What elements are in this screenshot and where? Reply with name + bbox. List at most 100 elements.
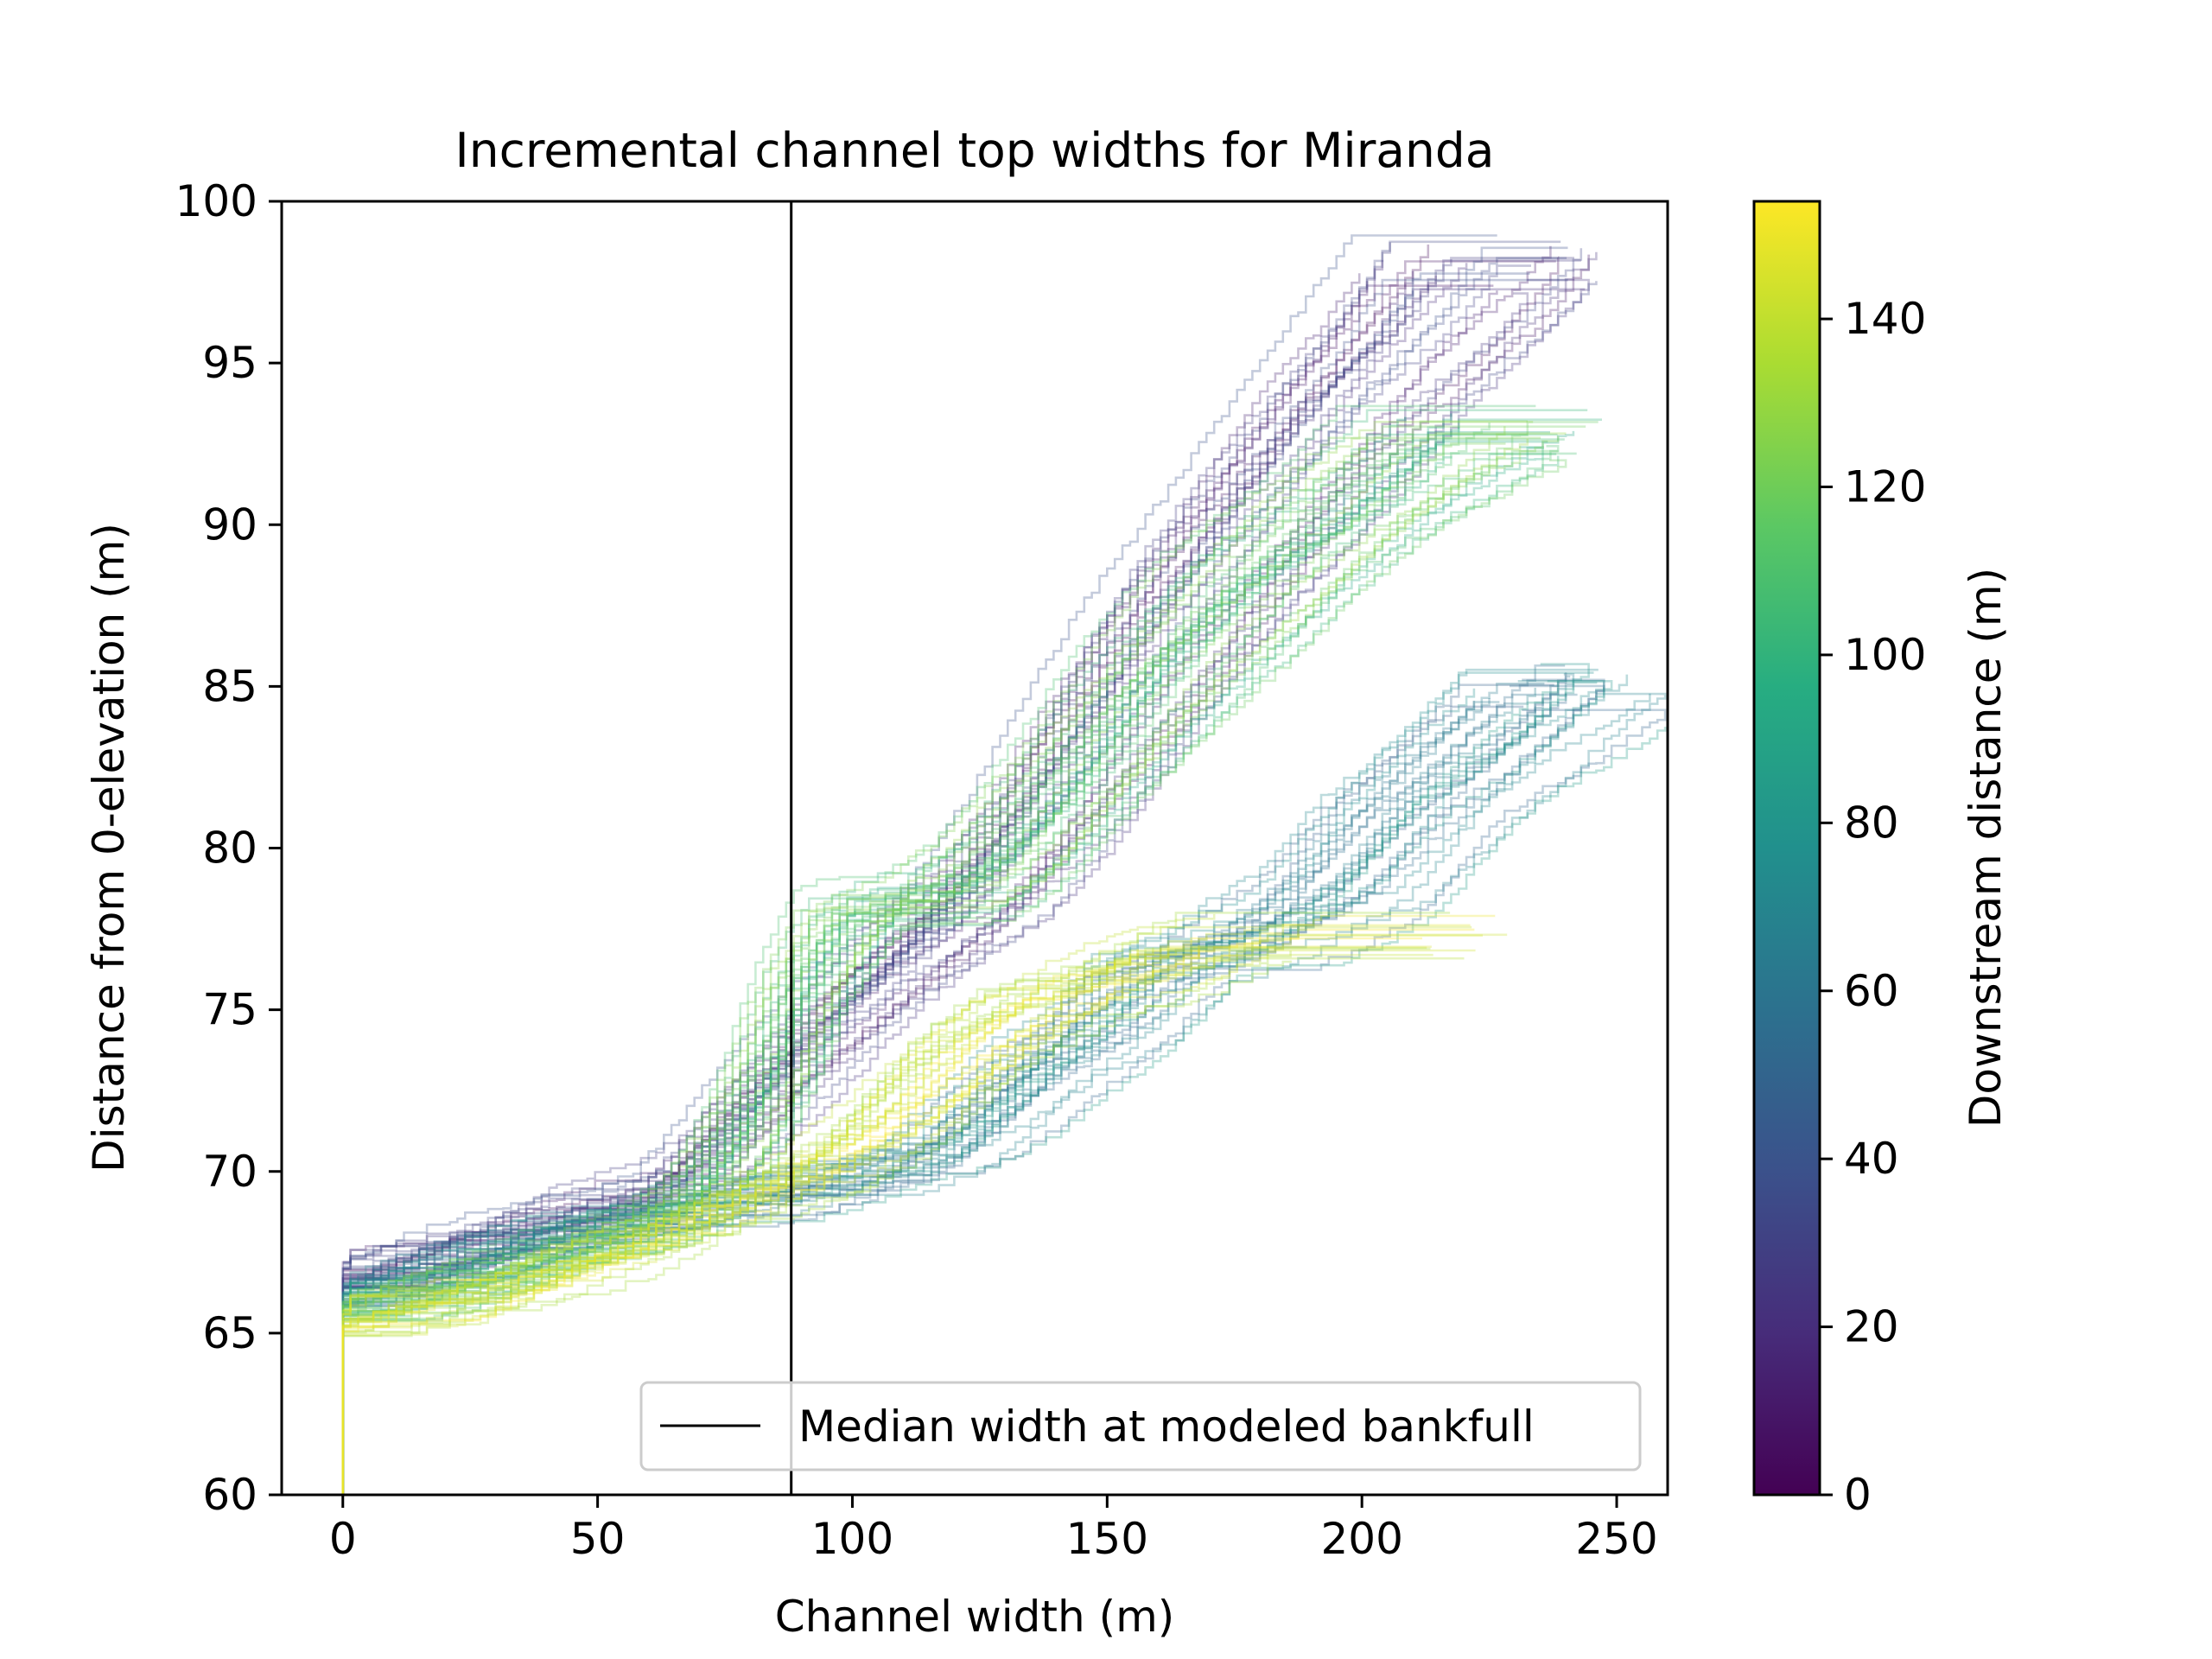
series-line (341, 928, 1475, 1495)
series-line (342, 701, 1500, 1309)
series-line (341, 679, 1613, 1495)
series-line (342, 433, 1529, 1314)
y-tick-label: 70 (202, 1147, 257, 1197)
y-tick-label: 90 (202, 499, 257, 550)
series-line (341, 683, 1554, 1495)
series-line (342, 682, 1545, 1290)
series-line (341, 435, 1560, 1495)
series-line (341, 278, 1568, 1495)
series-line (341, 913, 1216, 1495)
series-line (341, 246, 1568, 1495)
series-line (342, 678, 1605, 1297)
colorbar-tick-label: 120 (1844, 462, 1926, 512)
x-axis-label: Channel width (m) (775, 1592, 1175, 1642)
series-line (341, 693, 1578, 1495)
series-line (342, 409, 1588, 1304)
series-line (342, 434, 1445, 1308)
series-line (342, 264, 1531, 1275)
series-line (342, 430, 1575, 1306)
series-line (342, 444, 1560, 1316)
series-line (342, 459, 1567, 1320)
series-line (341, 263, 1468, 1495)
x-axis-ticks: 0 50 100 150 200 250 (329, 1495, 1658, 1564)
series-line (342, 675, 1571, 1287)
legend: Median width at modeled bankfull (639, 1381, 1642, 1471)
legend-label: Median width at modeled bankfull (798, 1402, 1535, 1452)
series-line (342, 952, 1124, 1328)
series-line (341, 949, 1476, 1495)
y-tick-label: 100 (175, 176, 257, 226)
series-line (342, 664, 1566, 1287)
series-line (342, 934, 1483, 1327)
series-line (342, 671, 1594, 1295)
series-line (342, 705, 1524, 1307)
series-line (342, 272, 1530, 1285)
series-line (342, 420, 1528, 1300)
x-tick-label: 100 (811, 1514, 893, 1564)
series-line (341, 273, 1361, 1495)
series-line (341, 442, 1506, 1495)
series-line (342, 240, 1561, 1268)
y-tick-label: 60 (202, 1470, 257, 1520)
series-line (342, 234, 1497, 1264)
series-line (342, 687, 1536, 1295)
series-line (342, 663, 1590, 1285)
series-line (342, 254, 1591, 1271)
series-line (342, 251, 1598, 1270)
series-line (342, 672, 1567, 1295)
colorbar-tick-label: 60 (1844, 966, 1899, 1016)
x-tick-label: 150 (1066, 1514, 1148, 1564)
colorbar-frame (1752, 200, 1821, 1497)
series-line (342, 960, 1292, 1338)
series-line (342, 674, 1629, 1293)
x-tick-label: 250 (1575, 1514, 1657, 1564)
series-line (341, 438, 1565, 1495)
series-line (342, 426, 1506, 1311)
series-line (341, 259, 1384, 1495)
series-line (342, 257, 1574, 1270)
series-line (342, 453, 1557, 1318)
series-line (342, 693, 1651, 1295)
series-line (342, 242, 1391, 1263)
colorbar-tick-label: 140 (1844, 294, 1926, 344)
series-line (341, 260, 1556, 1495)
series-line (341, 245, 1552, 1495)
series-line (342, 702, 1552, 1304)
series-line (341, 420, 1534, 1495)
series-line (342, 672, 1575, 1285)
series-line (342, 692, 1667, 1303)
series-line (342, 432, 1567, 1313)
x-tick-label: 0 (329, 1514, 357, 1564)
series-line (341, 693, 1567, 1495)
series-lines (341, 234, 1668, 1495)
series-line (342, 290, 1498, 1288)
series-line (342, 668, 1599, 1287)
series-line (342, 947, 1154, 1333)
y-tick-label: 95 (202, 338, 257, 388)
series-line (341, 933, 1508, 1495)
series-line (342, 679, 1605, 1290)
series-line (342, 944, 1277, 1323)
y-axis-ticks: 60 65 70 75 80 85 90 95 100 (175, 176, 282, 1520)
series-line (342, 709, 1667, 1306)
series-line (342, 404, 1536, 1297)
colorbar-tick-label: 0 (1844, 1470, 1872, 1520)
series-line (342, 950, 1292, 1334)
series-line (342, 423, 1491, 1303)
series-line (342, 413, 1452, 1303)
series-line (342, 684, 1605, 1300)
series-line (342, 446, 1544, 1313)
series-line (341, 421, 1599, 1495)
colorbar-tick-label: 80 (1844, 798, 1899, 848)
series-line (342, 284, 1494, 1290)
x-tick-label: 50 (570, 1514, 626, 1564)
series-line (341, 949, 1139, 1495)
series-line (342, 438, 1529, 1316)
series-line (341, 697, 1491, 1495)
series-line (342, 953, 1200, 1329)
series-line (342, 281, 1369, 1288)
y-tick-label: 65 (202, 1308, 257, 1358)
series-line (342, 292, 1529, 1287)
series-line (342, 953, 1433, 1332)
